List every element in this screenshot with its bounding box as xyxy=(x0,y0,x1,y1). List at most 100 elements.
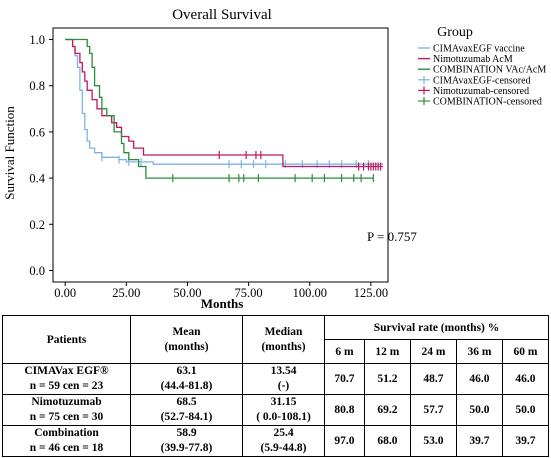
median-ci: (-) xyxy=(277,380,290,392)
y-axis: 0.0 0.2 0.4 0.6 0.8 1.0 xyxy=(29,33,53,278)
patient-count: n = 46 cen = 18 xyxy=(29,442,104,454)
survival-table: Patients Mean (months) Median (months) S… xyxy=(2,315,550,457)
legend-item: Nimotuzumab-censored xyxy=(418,86,529,97)
x-tick-label: 50.00 xyxy=(173,286,201,300)
header-period: 12 m xyxy=(363,339,411,364)
header-mean: Mean (months) xyxy=(130,315,243,364)
legend-item: Nimotuzumab AcM xyxy=(418,54,513,65)
rate-cell: 57.7 xyxy=(409,394,457,426)
mean-ci: (52.7-84.1) xyxy=(160,411,213,423)
patient-group-name: Nimotuzumab xyxy=(31,396,102,408)
y-tick-label: 0.8 xyxy=(29,79,45,93)
survival-chart: Overall Survival 0.00 25.00 50.00 75.00 100.… xyxy=(2,7,546,311)
legend-item: COMBINATION VAc/AcM xyxy=(418,65,546,76)
x-axis-label: Months xyxy=(201,296,244,311)
table-row: CIMAVax EGF® n = 59 cen = 23 63.1 (44.4-… xyxy=(2,363,550,395)
rate-cell: 50.0 xyxy=(501,394,550,426)
patient-group-name: CIMAVax EGF® xyxy=(24,365,109,377)
header-mean-label: Mean xyxy=(172,325,201,338)
header-period: 24 m xyxy=(409,339,457,364)
legend-label: Nimotuzumab AcM xyxy=(433,54,513,65)
mean-ci: (44.4-81.8) xyxy=(160,380,213,392)
median-cell: 31.15 ( 0.0-108.1) xyxy=(242,394,325,426)
median-ci: ( 0.0-108.1) xyxy=(256,411,311,423)
series-group xyxy=(65,38,384,171)
median-ci: (5.9-44.8) xyxy=(260,442,307,454)
rate-cell: 97.0 xyxy=(324,425,365,457)
x-axis: 0.00 25.00 50.00 75.00 100.00 125.00 xyxy=(54,282,388,300)
series-group xyxy=(65,38,384,169)
median-cell: 13.54 (-) xyxy=(242,363,325,395)
series-group xyxy=(65,38,374,183)
legend-title: Group xyxy=(437,25,473,40)
y-tick-label: 0.0 xyxy=(29,264,45,278)
patient-count: n = 75 cen = 30 xyxy=(29,411,104,423)
median-value: 25.4 xyxy=(273,427,294,439)
mean-cell: 68.5 (52.7-84.1) xyxy=(130,394,243,426)
rate-cell: 68.0 xyxy=(363,425,411,457)
mean-value: 63.1 xyxy=(176,365,197,377)
header-period: 6 m xyxy=(324,339,365,364)
x-tick-label: 125.00 xyxy=(354,286,388,300)
mean-ci: (39.9-77.8) xyxy=(160,442,213,454)
series-layer xyxy=(65,38,384,183)
y-tick-label: 0.2 xyxy=(29,218,45,232)
rate-cell: 46.0 xyxy=(455,363,503,395)
header-mean-unit: (months) xyxy=(164,340,209,353)
table-row: Nimotuzumab n = 75 cen = 30 68.5 (52.7-8… xyxy=(2,394,550,426)
legend-label: Nimotuzumab-censored xyxy=(433,86,529,97)
mean-cell: 63.1 (44.4-81.8) xyxy=(130,363,243,395)
mean-value: 68.5 xyxy=(176,396,197,408)
y-tick-label: 0.6 xyxy=(29,125,45,139)
header-median-unit: (months) xyxy=(261,340,306,353)
header-median-label: Median xyxy=(264,325,303,338)
header-survival-rate: Survival rate (months) % xyxy=(324,315,549,340)
legend-label: CIMAvaxEGF vaccine xyxy=(433,44,525,55)
rate-cell: 51.2 xyxy=(363,363,411,395)
patient-cell: Nimotuzumab n = 75 cen = 30 xyxy=(2,394,131,426)
patient-group-name: Combination xyxy=(34,427,99,439)
rate-cell: 69.2 xyxy=(363,394,411,426)
rate-cell: 39.7 xyxy=(455,425,503,457)
rate-cell: 48.7 xyxy=(409,363,457,395)
header-period: 36 m xyxy=(455,339,503,364)
header-period: 60 m xyxy=(501,339,550,364)
table-row: Combination n = 46 cen = 18 58.9 (39.9-7… xyxy=(2,425,550,457)
header-median: Median (months) xyxy=(242,315,325,364)
median-cell: 25.4 (5.9-44.8) xyxy=(242,425,325,457)
rate-cell: 53.0 xyxy=(409,425,457,457)
rate-cell: 70.7 xyxy=(324,363,365,395)
y-tick-label: 0.4 xyxy=(29,172,45,186)
rate-cell: 50.0 xyxy=(455,394,503,426)
legend-item: CIMAvaxEGF-censored xyxy=(418,75,531,86)
mean-value: 58.9 xyxy=(176,427,197,439)
legend-label: COMBINATION VAc/AcM xyxy=(433,65,546,76)
x-tick-label: 0.00 xyxy=(54,286,76,300)
p-value-annotation: P = 0.757 xyxy=(367,229,417,244)
survival-curve xyxy=(65,38,384,168)
rate-cell: 39.7 xyxy=(501,425,550,457)
plot-area xyxy=(52,27,389,283)
median-value: 13.54 xyxy=(270,365,297,377)
chart-title: Overall Survival xyxy=(172,7,272,23)
x-tick-label: 75.00 xyxy=(235,286,263,300)
legend-label: COMBINATION-censored xyxy=(433,97,542,108)
patient-cell: Combination n = 46 cen = 18 xyxy=(2,425,131,457)
legend-label: CIMAvaxEGF-censored xyxy=(433,75,531,86)
legend-item: COMBINATION-censored xyxy=(418,97,542,108)
header-patients: Patients xyxy=(2,315,131,364)
legend-item: CIMAvaxEGF vaccine xyxy=(418,44,525,55)
survival-curve xyxy=(65,38,374,179)
rate-cell: 46.0 xyxy=(501,363,550,395)
y-tick-label: 1.0 xyxy=(29,33,45,47)
mean-cell: 58.9 (39.9-77.8) xyxy=(130,425,243,457)
median-value: 31.15 xyxy=(270,396,297,408)
plot-frame xyxy=(52,27,389,283)
x-tick-label: 25.00 xyxy=(112,286,140,300)
rate-cell: 80.8 xyxy=(324,394,365,426)
x-tick-label: 100.00 xyxy=(293,286,327,300)
patient-count: n = 59 cen = 23 xyxy=(29,380,104,392)
patient-cell: CIMAVax EGF® n = 59 cen = 23 xyxy=(2,363,131,395)
y-axis-label: Survival Function xyxy=(2,106,17,200)
